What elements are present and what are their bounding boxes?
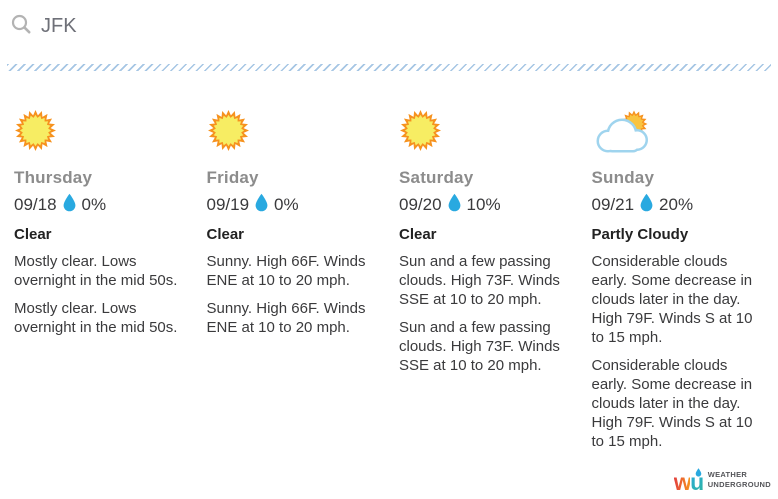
brand-text: WEATHER UNDERGROUND [708,470,771,489]
forecast-text: Mostly clear. Lows overnight in the mid … [14,300,178,336]
forecast-text: Sunny. High 66F. Winds ENE at 10 to 20 m… [206,253,366,289]
day-date: 09/21 [591,194,635,214]
day-name: Sunday [591,168,655,187]
condition-label: Clear [399,226,437,243]
precip-chance: 0% [81,194,107,214]
sunny-icon [399,109,442,157]
search-bar [0,0,778,49]
forecast-text: Considerable clouds early. Some decrease… [591,357,753,450]
day-name: Friday [206,168,259,187]
day-name: Thursday [14,168,93,187]
forecast-text: Mostly clear. Lows overnight in the mid … [14,253,178,289]
condition-label: Clear [206,226,245,243]
forecast-day-tile[interactable]: Thursday 09/18 0% Clear Mostly clear. Lo… [14,109,187,451]
forecast-text: Sunny. High 66F. Winds ENE at 10 to 20 m… [206,300,366,336]
forecast-day-tile[interactable]: Friday 09/19 0% Clear Sunny. High 66F. W… [207,109,380,451]
search-input[interactable] [41,15,741,38]
brand-line-1: WEATHER [707,470,748,480]
raindrop-icon [254,192,269,217]
raindrop-icon [62,192,77,217]
condition-label: Clear [14,226,52,243]
precip-chance: 20% [659,194,694,214]
logo-letter-w: w [673,469,692,495]
section-divider [7,64,771,71]
condition-label: Partly Cloudy [591,226,689,243]
raindrop-icon [447,192,462,217]
sunny-icon [14,109,57,157]
sunny-icon [207,109,250,157]
day-date: 09/18 [14,194,57,214]
day-date: 09/20 [399,194,442,214]
logo-raindrop-icon [695,465,702,481]
forecast-grid: Thursday 09/18 0% Clear Mostly clear. Lo… [0,71,778,451]
forecast-day-tile[interactable]: Saturday 09/20 10% Clear Sun and a few p… [399,109,572,451]
forecast-text: Considerable clouds early. Some decrease… [591,253,753,346]
forecast-text: Sun and a few passing clouds. High 73F. … [399,253,560,308]
precip-chance: 10% [466,194,501,214]
wu-logo-mark: w u [673,465,704,495]
raindrop-icon [639,192,654,217]
weather-underground-logo[interactable]: w u WEATHER UNDERGROUND [674,465,771,494]
day-name: Saturday [399,168,474,187]
search-icon [10,13,32,40]
precip-chance: 0% [274,194,299,214]
forecast-day-tile[interactable]: Sunday 09/21 20% Partly Cloudy Considera… [592,109,765,451]
logo-letter-u: u [690,469,704,495]
forecast-text: Sun and a few passing clouds. High 73F. … [399,319,560,374]
day-date: 09/19 [206,194,250,214]
brand-line-2: UNDERGROUND [707,479,771,489]
partly-cloudy-icon [592,109,654,161]
